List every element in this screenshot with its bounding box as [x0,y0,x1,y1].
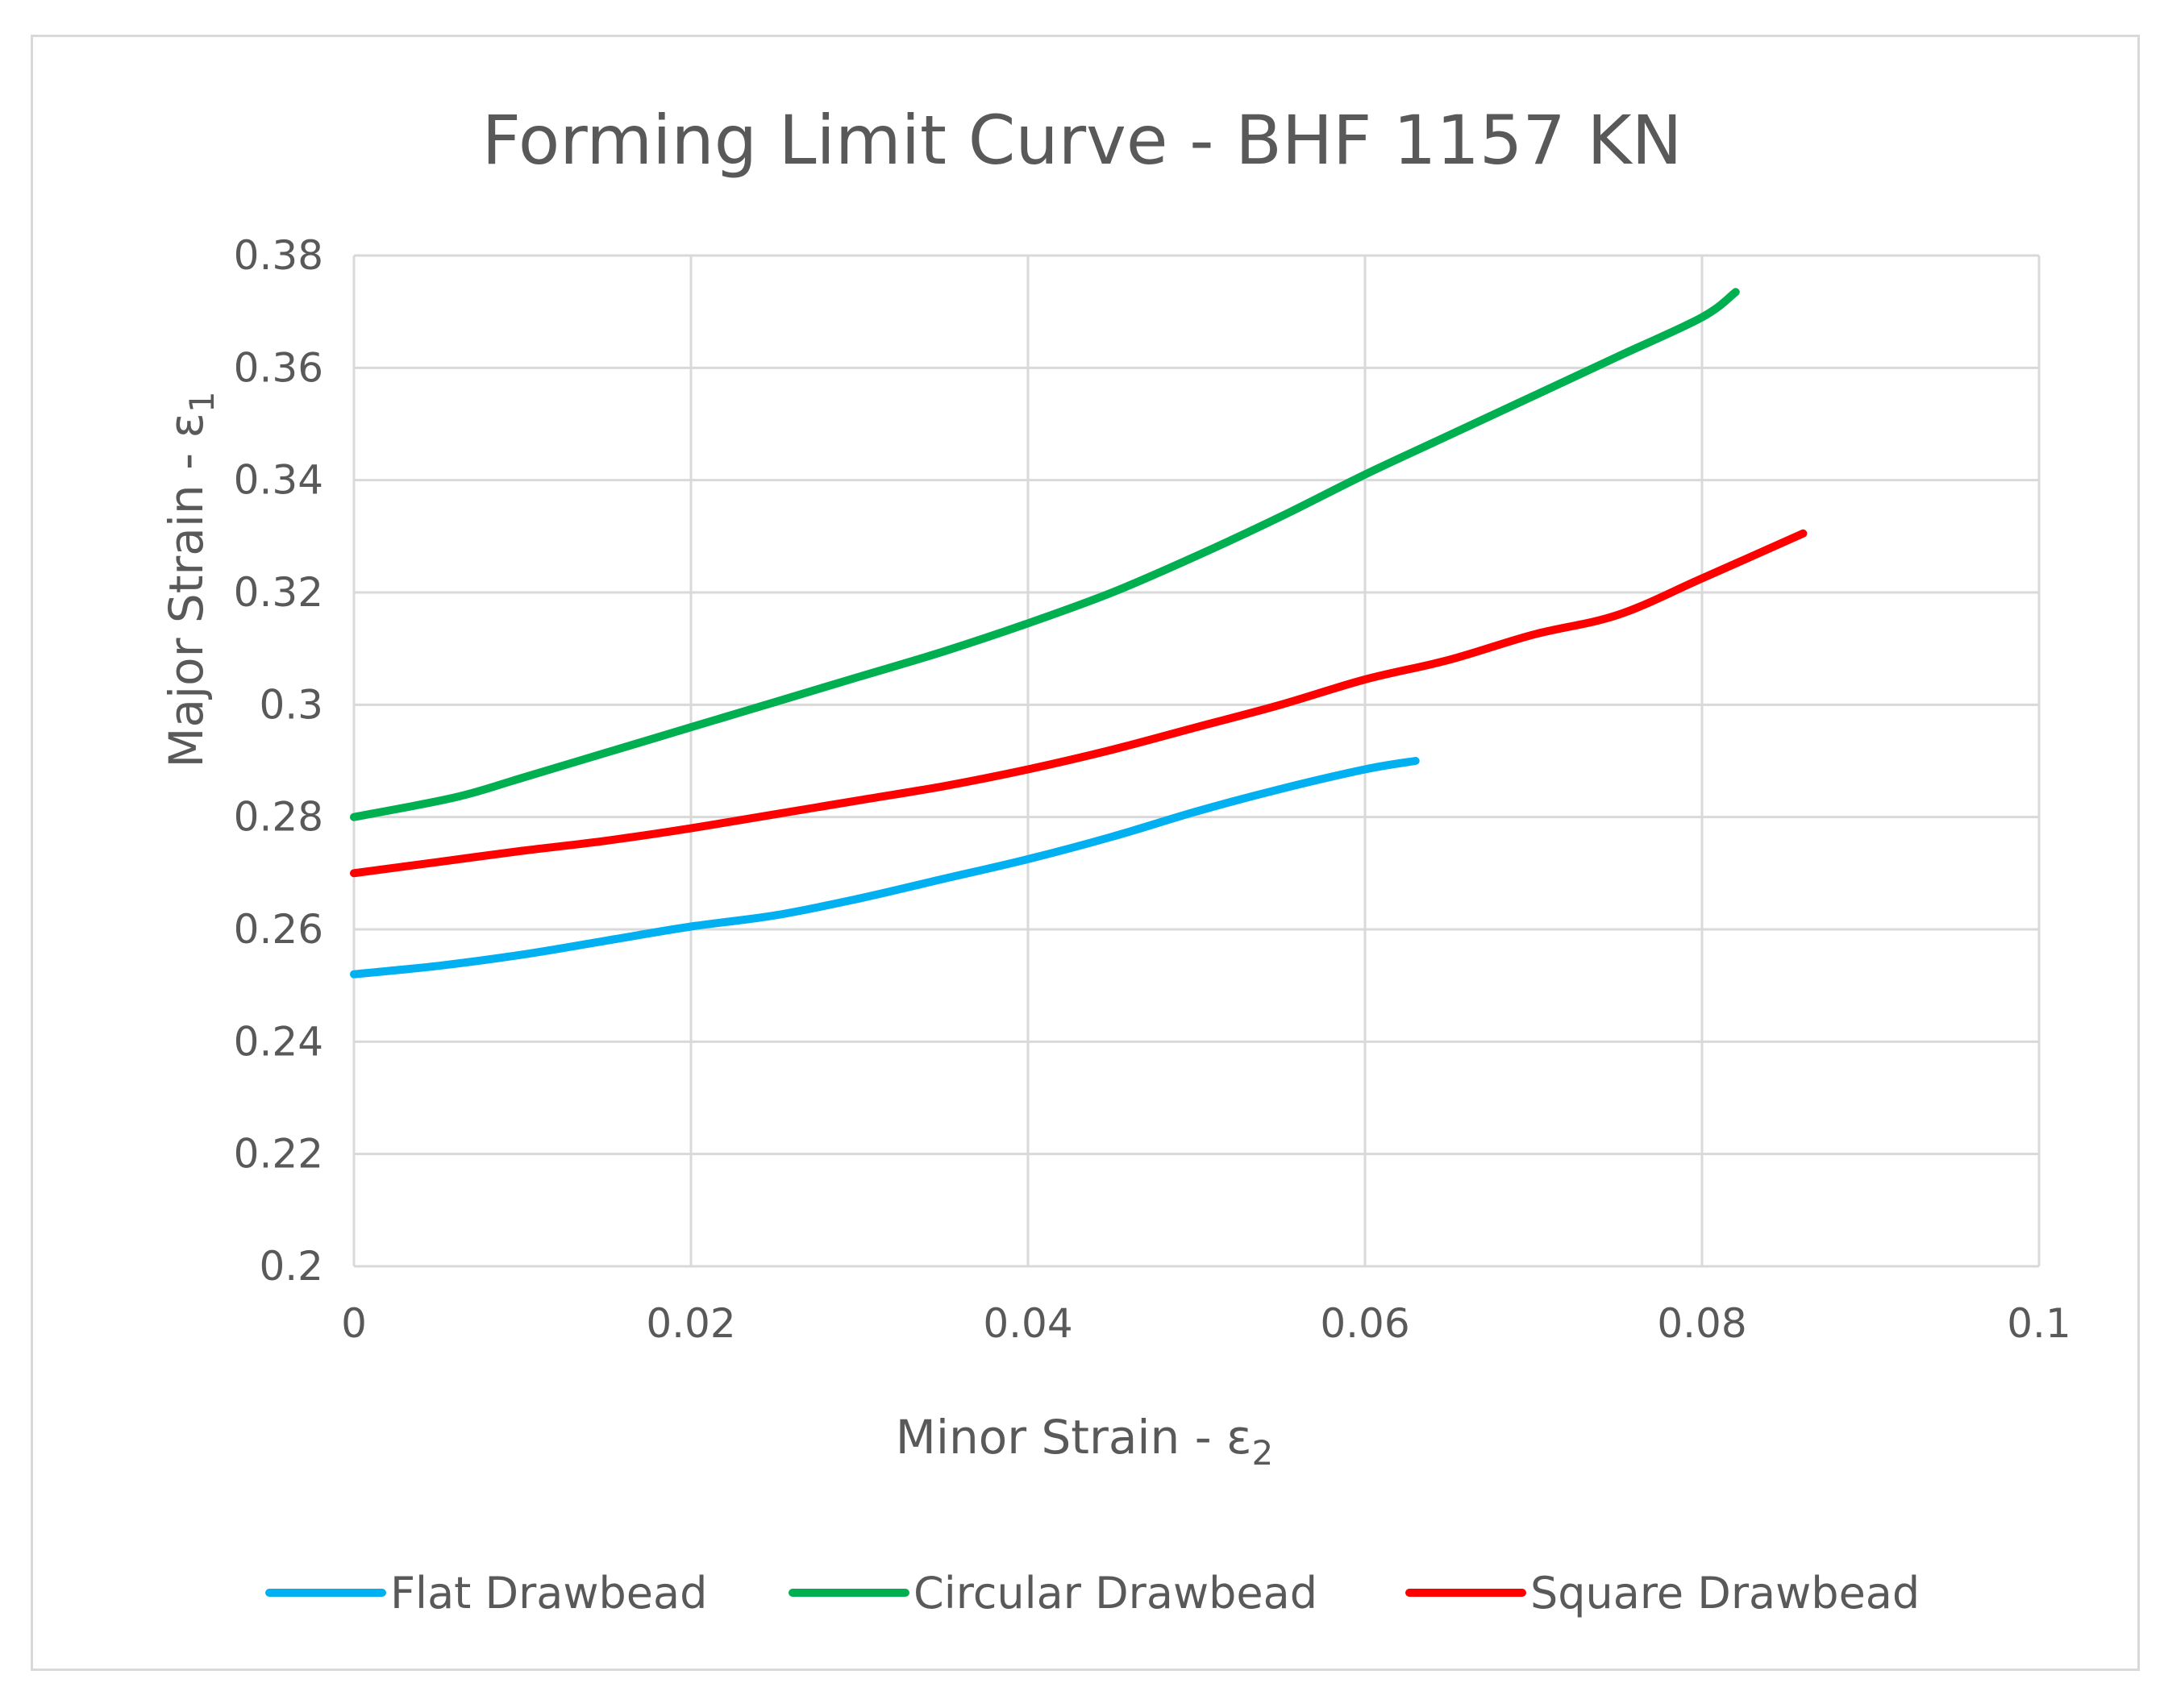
x-axis-title-symbol: ε [1226,1410,1251,1465]
x-axis-ticks: 0 0.02 0.04 0.06 0.08 0.1 [341,1300,2071,1347]
legend-item-flat-drawbead: Flat Drawbead [265,1568,707,1619]
y-tick-label: 0.36 [234,344,323,391]
y-axis-title-subscript: 1 [182,391,222,413]
legend-item-circular-drawbead: Circular Drawbead [789,1568,1317,1619]
x-tick-label: 0.08 [1657,1300,1746,1347]
x-axis-title-text: Minor Strain - [896,1410,1226,1465]
forming-limit-chart: Forming Limit Curve - BHF 1157 KN 0.20.2… [159,101,2071,1619]
y-axis-ticks: 0.2 0.22 0.24 0.26 0.28 0.3 0.32 0.34 0.36 0.38 [234,232,323,1290]
y-tick-label: 0.38 [234,232,323,279]
x-tick-label: 0.04 [983,1300,1072,1347]
chart-title: Forming Limit Curve - BHF 1157 KN [482,101,1683,180]
x-axis-title: Minor Strain - ε2 [896,1410,1273,1473]
y-tick-label: 0.2 [259,1243,323,1290]
x-tick-label: 0 [341,1300,367,1347]
y-tick-label: 0.34 [234,457,323,504]
x-tick-label: 0.06 [1320,1300,1409,1347]
y-tick-label: 0.26 [234,906,323,953]
legend-label: Circular Drawbead [913,1568,1317,1619]
y-tick-label: 0.22 [234,1131,323,1178]
y-tick-label: 0.32 [234,569,323,616]
legend-label: Flat Drawbead [390,1568,707,1619]
y-axis-title-symbol: ε [159,413,214,438]
legend: Flat Drawbead Circular Drawbead Square Dra… [265,1568,1920,1619]
y-tick-label: 0.28 [234,794,323,841]
series-line-flat-drawbead [350,757,1420,979]
legend-label: Square Drawbead [1530,1568,1920,1619]
chart-frame: Forming Limit Curve - BHF 1157 KN 0.2 0.2… [31,35,2140,1671]
y-tick-label: 0.3 [259,681,323,728]
series-line-square-drawbead [350,529,1808,878]
x-tick-label: 0.02 [646,1300,735,1347]
x-axis-title-subscript: 2 [1251,1433,1273,1473]
grid-lines [352,254,2041,1268]
y-axis-title-text: Major Strain - [159,438,214,768]
series-lines [350,288,1808,979]
y-tick-label: 0.24 [234,1018,323,1065]
series-line-circular-drawbead [350,288,1740,821]
y-axis-title: Major Strain - ε1 [159,391,222,767]
x-tick-label: 0.1 [2007,1300,2071,1347]
legend-item-square-drawbead: Square Drawbead [1405,1568,1920,1619]
